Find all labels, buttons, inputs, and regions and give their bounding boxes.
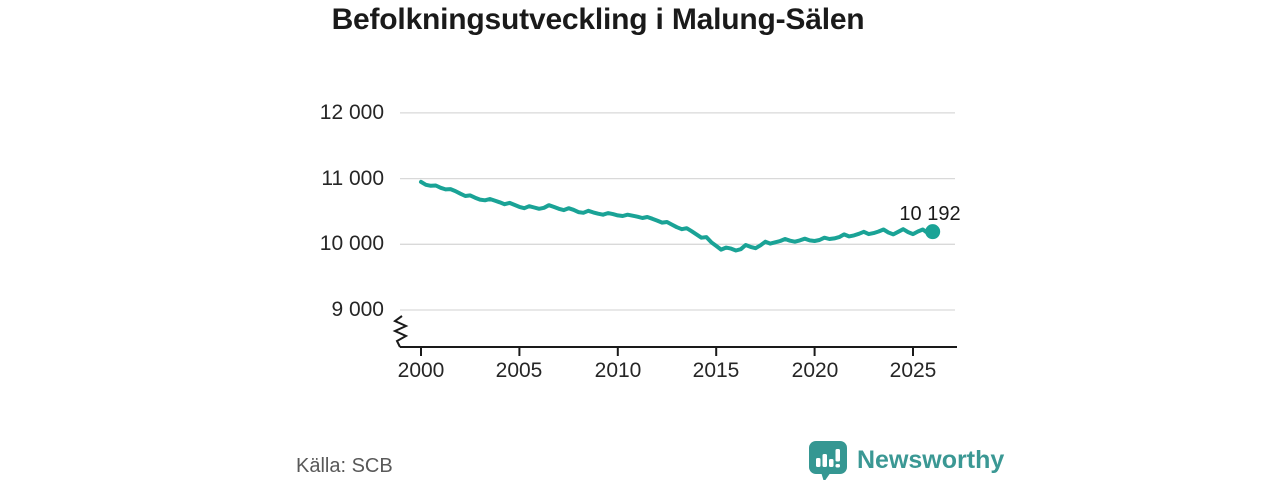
end-point-dot — [925, 224, 941, 240]
x-tick-label: 2015 — [692, 359, 740, 382]
y-tick-label: 9 000 — [331, 298, 384, 321]
x-tick-label: 2020 — [791, 359, 839, 382]
newsworthy-logo-icon — [809, 441, 847, 480]
x-tick-label: 2025 — [889, 359, 937, 382]
data-line — [419, 179, 935, 253]
x-tick-label: 2010 — [594, 359, 642, 382]
brand-name: Newsworthy — [857, 445, 1005, 474]
axis-break-icon — [392, 315, 409, 348]
source-credit: Källa: SCB — [296, 455, 393, 477]
y-tick-label: 11 000 — [321, 167, 384, 190]
x-tick-label: 2000 — [397, 359, 445, 382]
x-tick-label: 2005 — [495, 359, 543, 382]
y-tick-label: 12 000 — [319, 101, 384, 124]
page-title: Befolkningsutveckling i Malung-Sälen — [331, 3, 865, 36]
y-tick-label: 10 000 — [319, 232, 384, 255]
newsworthy-branding: Newsworthy — [808, 441, 1004, 480]
last-value-label: 10 192 — [899, 203, 961, 225]
